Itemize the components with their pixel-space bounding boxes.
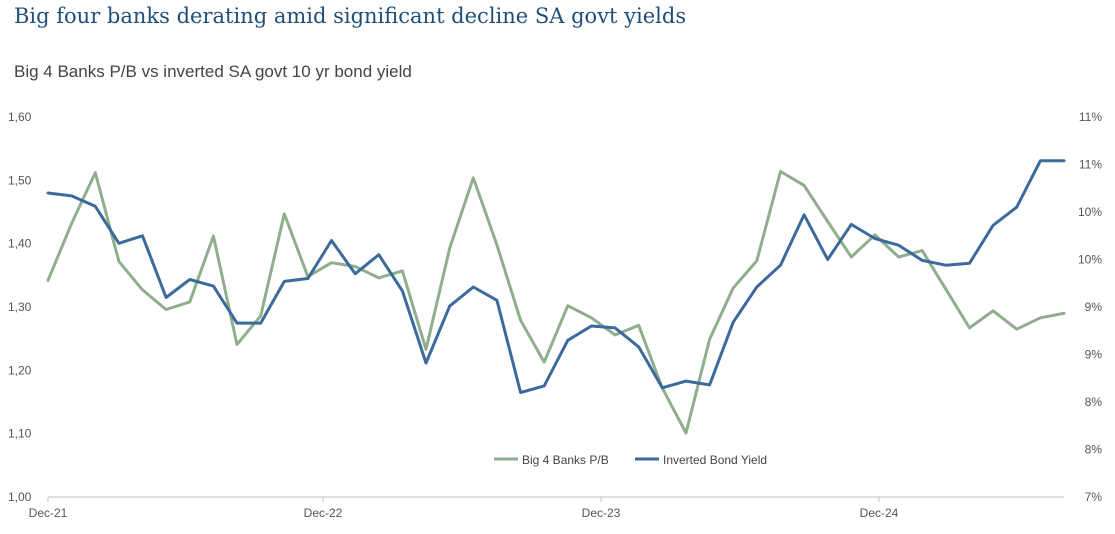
series-line-pb (46, 170, 1066, 435)
x-tick-label: Dec-22 (304, 506, 343, 520)
chart-axes: Dec-21 Dec-22 Dec-23 Dec-24 1,60 1,50 1,40 1,30… (8, 110, 1102, 520)
y-right-tick-label: 7% (1085, 490, 1103, 504)
y-right-tick-label: 10% (1078, 205, 1102, 219)
y-left-tick-label: 1,60 (8, 110, 32, 124)
chart-title: Big four banks derating amid significant… (14, 4, 687, 28)
series-line-yield (46, 159, 1066, 394)
x-tick-label: Dec-21 (29, 506, 68, 520)
y-right-tick-label: 11% (1079, 158, 1102, 172)
y-left-tick-label: 1,00 (8, 490, 32, 504)
y-left-tick-label: 1,30 (8, 300, 32, 314)
chart-series (46, 159, 1066, 435)
y-right-tick-label: 11% (1079, 110, 1102, 124)
legend-label-pb: Big 4 Banks P/B (522, 453, 609, 467)
x-tick-label: Dec-23 (582, 506, 621, 520)
y-right-tick-label: 8% (1085, 395, 1103, 409)
y-right-tick-label: 9% (1085, 300, 1103, 314)
y-left-tick-label: 1,40 (8, 237, 32, 251)
y-right-tick-label: 9% (1085, 348, 1103, 362)
y-left-tick-label: 1,50 (8, 173, 32, 187)
chart-subtitle: Big 4 Banks P/B vs inverted SA govt 10 y… (14, 62, 412, 81)
y-right-tick-label: 10% (1078, 253, 1102, 267)
x-tick-label: Dec-24 (860, 506, 899, 520)
chart-legend: Big 4 Banks P/B Inverted Bond Yield (494, 453, 767, 467)
legend-label-yield: Inverted Bond Yield (663, 453, 767, 467)
y-right-tick-label: 8% (1085, 443, 1103, 457)
y-left-tick-label: 1,20 (8, 363, 32, 377)
y-left-tick-label: 1,10 (8, 427, 32, 441)
